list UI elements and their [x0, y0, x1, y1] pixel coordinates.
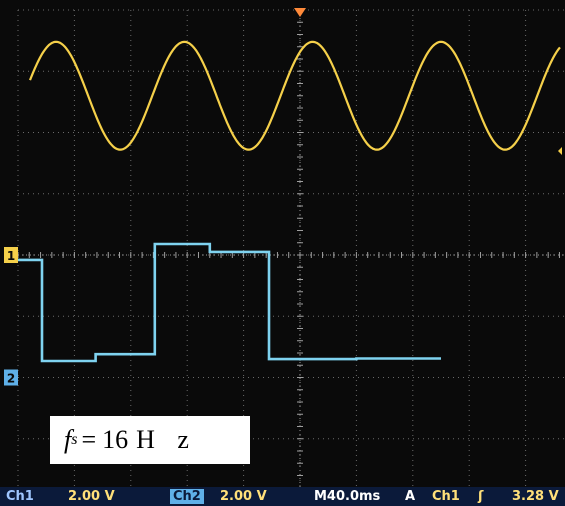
ch1-marker-label: 1 — [7, 249, 15, 263]
channel-markers: 12 — [4, 8, 562, 386]
timebase-readout: M40.0ms — [314, 489, 381, 504]
trace-layer — [18, 40, 561, 363]
trigger-level-marker — [558, 147, 562, 155]
annotation-subscript: s — [71, 431, 78, 448]
annotation-value: 16 — [102, 425, 129, 454]
trigger-slope-icon: ʃ — [478, 489, 484, 504]
trigger-position-marker — [294, 8, 306, 17]
ch2-label: Ch2 — [170, 489, 204, 504]
sampling-frequency-label: f s = 16 H z — [50, 416, 250, 464]
annotation-equals: = — [81, 425, 97, 454]
trigger-level: 3.28 V — [512, 489, 559, 504]
trigger-mode: A — [405, 489, 416, 504]
ch1-sine-trace — [28, 40, 561, 151]
ch2-scale: 2.00 V — [220, 489, 267, 504]
annotation-symbol: f — [64, 425, 72, 454]
ch1-label: Ch1 — [6, 489, 34, 504]
ch1-scale: 2.00 V — [68, 489, 115, 504]
trigger-source: Ch1 — [432, 489, 460, 504]
annotation-unit: H z — [136, 425, 197, 454]
ch2-ground-marker — [4, 369, 18, 386]
ch2-step-trace — [18, 242, 441, 363]
ch2-marker-label: 2 — [7, 372, 15, 386]
scope-status-bar: Ch1 2.00 V Ch2 2.00 V M40.0ms A Ch1 ʃ 3.… — [0, 487, 565, 506]
ch1-ground-marker — [4, 247, 18, 263]
